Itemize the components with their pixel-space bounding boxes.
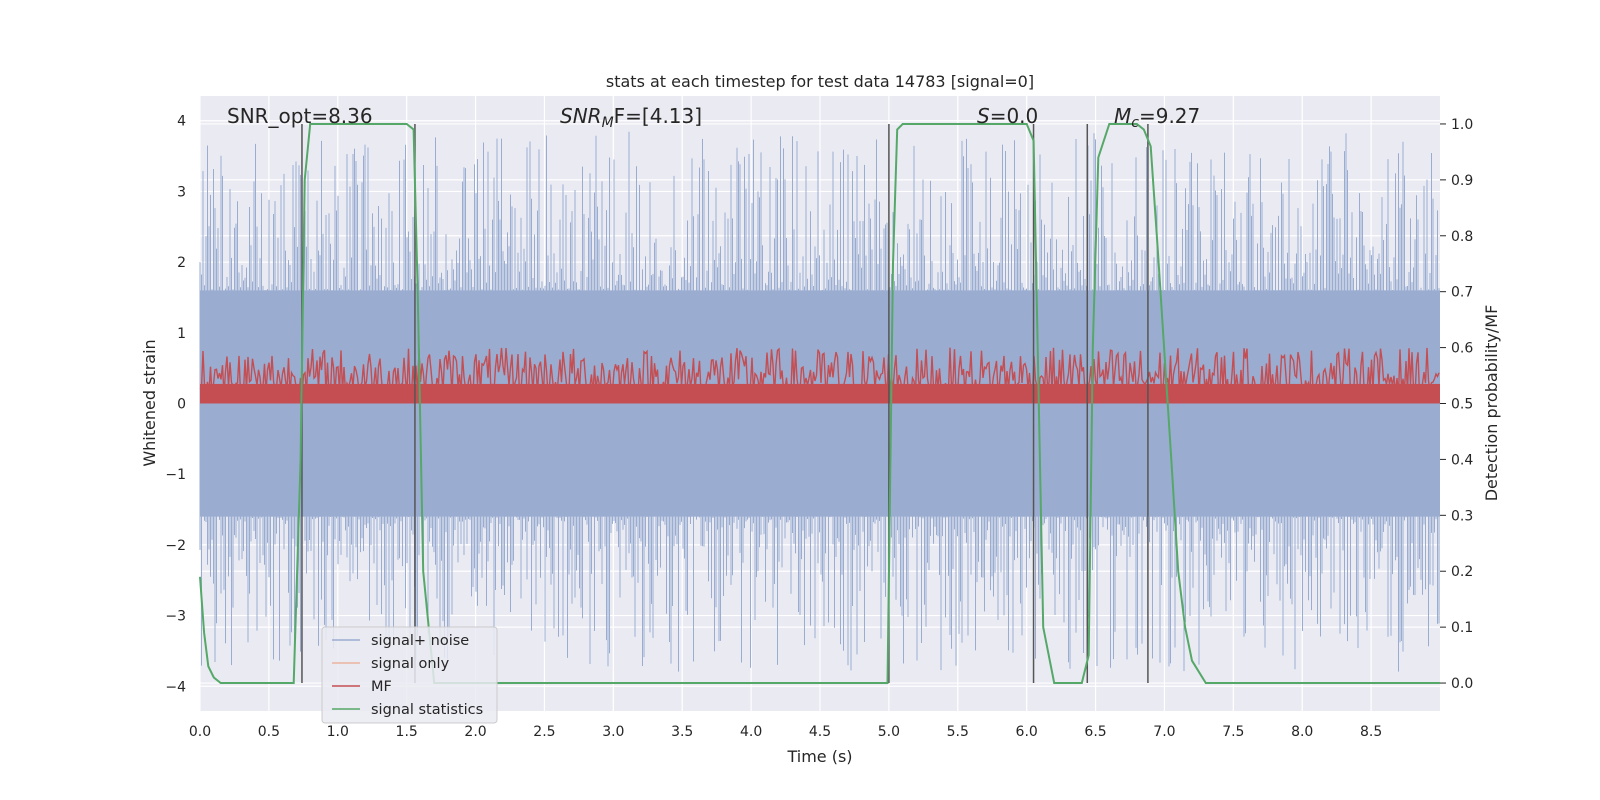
x-tick-label: 1.0: [327, 724, 349, 740]
chart-title: stats at each timestep for test data 147…: [606, 72, 1034, 91]
mf-line: [199, 347, 1440, 398]
y2-tick-label: 0.8: [1451, 229, 1473, 245]
mc-annotation: Mc=9.27: [1114, 104, 1200, 131]
x-tick-label: 8.5: [1360, 724, 1382, 740]
legend-label-mf: MF: [371, 679, 392, 695]
snr-opt-annotation: SNR_opt=8.36: [227, 104, 373, 128]
x-tick-label: 7.5: [1222, 724, 1244, 740]
x-tick-label: 8.0: [1291, 724, 1313, 740]
y2-tick-label: 0.4: [1451, 452, 1473, 468]
snr-mf-base: SNR: [560, 104, 602, 128]
y-tick-label: 0: [177, 397, 186, 413]
y2-tick-label: 0.5: [1451, 397, 1473, 413]
x-tick-label: 2.0: [464, 724, 486, 740]
y2-tick-label: 1.0: [1451, 117, 1473, 133]
signal-noise-series: [199, 131, 1440, 672]
x-tick-label: 4.0: [740, 724, 762, 740]
mc-sub: c: [1131, 115, 1139, 131]
y-axis-label: Whitened strain: [140, 339, 159, 466]
snr-mf-annotation: SNRMF=[4.13]: [560, 104, 702, 131]
x-tick-label: 6.0: [1016, 724, 1038, 740]
y2-tick-label: 0.0: [1451, 676, 1473, 692]
x-tick-label: 2.5: [533, 724, 555, 740]
x-tick-label: 1.5: [396, 724, 418, 740]
y-tick-label: 4: [177, 114, 186, 130]
y-tick-label: −4: [165, 679, 186, 695]
legend-box: [321, 626, 498, 724]
mf-band-core: [200, 383, 1440, 404]
s-rest: =0.0: [990, 104, 1039, 128]
y-tick-label: −1: [165, 467, 186, 483]
legend: signal+ noise signal only MF signal stat…: [321, 626, 498, 724]
y2-tick-label: 0.6: [1451, 341, 1473, 357]
signal-statistics-line: [199, 123, 1440, 684]
signal-statistics-series: [199, 123, 1440, 684]
y2-tick-label: 0.2: [1451, 564, 1473, 580]
x-tick-label: 4.5: [809, 724, 831, 740]
snr-mf-rest: F=[4.13]: [614, 104, 702, 128]
x-tick-label: 7.0: [1153, 724, 1175, 740]
x-tick-label: 3.0: [602, 724, 624, 740]
y2-tick-label: 0.7: [1451, 285, 1473, 301]
x-tick-label: 0.0: [189, 724, 211, 740]
s-base: S: [977, 104, 990, 128]
s-annotation: S=0.0: [977, 104, 1038, 128]
y2-axis-ticks: 0.0 0.1 0.2 0.3 0.4 0.5 0.6 0.7 0.8 0.9 1.0: [1440, 117, 1473, 692]
x-tick-label: 3.5: [671, 724, 693, 740]
y-tick-label: 2: [177, 255, 186, 271]
y-tick-label: −2: [165, 538, 186, 554]
y2-tick-label: 0.9: [1451, 173, 1473, 189]
x-tick-label: 0.5: [258, 724, 280, 740]
y-tick-label: 3: [177, 184, 186, 200]
y-axis-ticks: −4 −3 −2 −1 0 1 2 3 4: [165, 114, 186, 696]
y-tick-label: −3: [165, 609, 186, 625]
y2-tick-label: 0.1: [1451, 620, 1473, 636]
y2-axis-label: Detection probability/MF: [1482, 305, 1501, 502]
y-tick-label: 1: [177, 326, 186, 342]
mc-rest: =9.27: [1139, 104, 1200, 128]
x-tick-label: 6.5: [1084, 724, 1106, 740]
x-axis-ticks: 0.0 0.5 1.0 1.5 2.0 2.5 3.0 3.5 4.0 4.5 5.0 5.5 6.0 6…: [189, 724, 1382, 740]
legend-label-signal-only: signal only: [371, 656, 450, 672]
legend-label-signal-noise: signal+ noise: [371, 633, 469, 649]
mf-series: [199, 347, 1440, 404]
x-axis-label: Time (s): [786, 747, 852, 766]
y2-tick-label: 0.3: [1451, 508, 1473, 524]
x-tick-label: 5.5: [947, 724, 969, 740]
snr-mf-sub: M: [602, 115, 614, 131]
legend-label-signal-statistics: signal statistics: [371, 702, 483, 718]
mc-base: M: [1114, 104, 1131, 128]
x-tick-label: 5.0: [878, 724, 900, 740]
